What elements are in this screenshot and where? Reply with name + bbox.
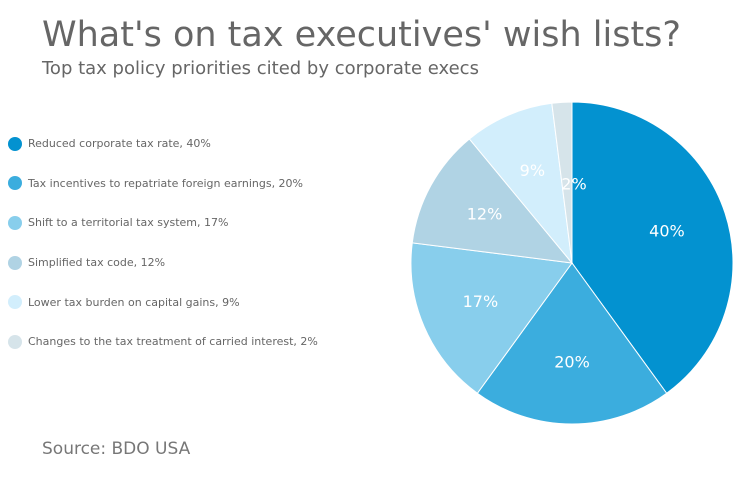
legend-label: Reduced corporate tax rate, 40% [28, 137, 211, 151]
legend-swatch [8, 255, 22, 270]
slice-data-label: 40% [649, 222, 685, 241]
legend-swatch [8, 295, 22, 310]
slice-data-label: 17% [463, 292, 499, 311]
legend-item: Lower tax burden on capital gains, 9% [8, 282, 318, 322]
legend-swatch [8, 176, 22, 191]
legend-label: Simplified tax code, 12% [28, 256, 166, 270]
legend-label: Tax incentives to repatriate foreign ear… [28, 176, 304, 190]
legend-swatch [8, 215, 22, 230]
chart-subtitle: Top tax policy priorities cited by corpo… [42, 58, 479, 79]
pie-slice [410, 242, 573, 394]
pie-slice [411, 138, 574, 264]
legend-swatch [8, 334, 22, 349]
pie-slice [476, 262, 668, 425]
legend-item: Changes to the tax treatment of carried … [8, 322, 318, 362]
legend: Reduced corporate tax rate, 40% Tax incen… [8, 124, 318, 362]
legend-item: Shift to a territorial tax system, 17% [8, 203, 318, 243]
chart-title: What's on tax executives' wish lists? [42, 15, 681, 55]
legend-item: Simplified tax code, 12% [8, 243, 318, 283]
legend-label: Changes to the tax treatment of carried … [28, 335, 318, 349]
slice-data-label: 2% [561, 175, 586, 194]
slice-data-label: 9% [520, 161, 545, 180]
pie-slice [468, 102, 573, 265]
slice-data-label: 12% [467, 204, 503, 223]
legend-label: Shift to a territorial tax system, 17% [28, 216, 229, 230]
source-note: Source: BDO USA [42, 439, 191, 459]
pie-slice [571, 101, 734, 394]
legend-swatch [8, 136, 22, 151]
slice-data-label: 20% [554, 352, 590, 371]
pie-slice [551, 101, 573, 264]
legend-item: Tax incentives to repatriate foreign ear… [8, 164, 318, 204]
legend-item: Reduced corporate tax rate, 40% [8, 124, 318, 164]
legend-label: Lower tax burden on capital gains, 9% [28, 295, 240, 309]
